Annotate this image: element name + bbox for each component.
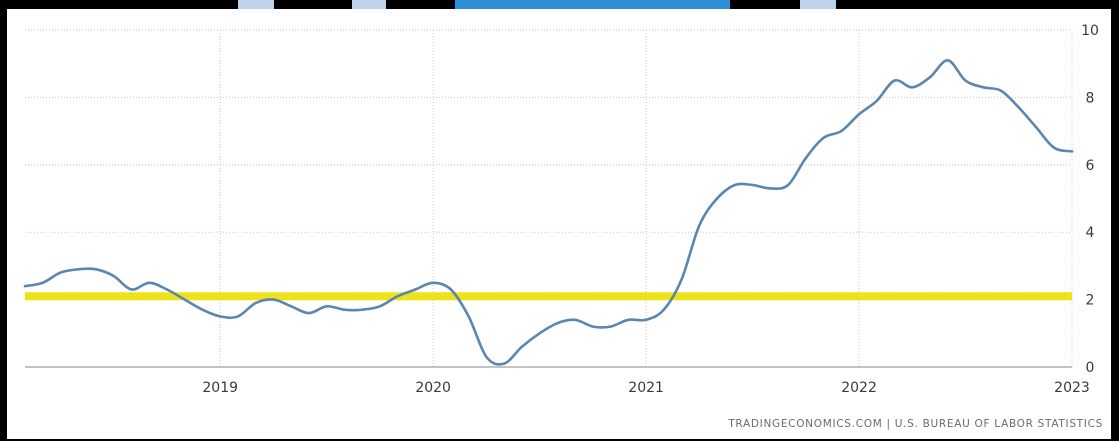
data-point <box>236 315 240 318</box>
data-point <box>23 284 27 288</box>
data-point <box>627 318 630 321</box>
data-point <box>183 298 186 301</box>
y-axis-tick-labels: 0 2 4 6 8 10 <box>1081 23 1099 376</box>
source-credit: TRADINGECONOMICS.COM | U.S. BUREAU OF LA… <box>728 418 1103 430</box>
data-point <box>1070 150 1074 153</box>
data-point <box>396 295 399 298</box>
data-point <box>715 197 719 200</box>
y-tick-label: 10 <box>1081 23 1099 39</box>
data-point <box>485 355 488 359</box>
y-tick-label: 6 <box>1086 158 1095 174</box>
data-point <box>378 305 382 308</box>
data-point <box>538 332 541 335</box>
data-point <box>698 224 701 227</box>
data-point <box>290 305 293 308</box>
data-point <box>556 322 559 325</box>
data-point <box>201 308 204 311</box>
x-tick-label: 2022 <box>841 380 877 396</box>
data-point <box>432 281 435 284</box>
data-point <box>733 183 736 187</box>
data-point <box>502 362 506 365</box>
data-point <box>449 288 453 291</box>
watermark <box>238 0 836 9</box>
data-point <box>59 271 62 274</box>
data-point <box>573 318 577 321</box>
data-point <box>857 113 861 116</box>
data-point <box>591 325 595 328</box>
data-point <box>822 136 825 139</box>
y-tick-label: 4 <box>1086 225 1095 241</box>
x-tick-label: 2020 <box>415 380 451 396</box>
data-point <box>662 308 665 311</box>
data-point <box>893 79 896 82</box>
data-point <box>307 311 311 315</box>
data-point <box>964 79 967 82</box>
data-point <box>1017 106 1020 109</box>
grid-lines <box>25 29 1073 368</box>
data-point <box>680 278 683 281</box>
data-point <box>325 305 328 308</box>
x-tick-label: 2019 <box>202 380 238 396</box>
data-point <box>467 315 470 318</box>
data-point <box>272 298 275 301</box>
data-point <box>148 281 151 284</box>
x-tick-label: 2021 <box>628 380 664 396</box>
data-point <box>343 308 346 311</box>
y-tick-label: 8 <box>1086 90 1095 106</box>
data-point <box>911 86 914 89</box>
data-point <box>751 183 754 187</box>
data-point <box>94 268 98 271</box>
data-point <box>361 308 364 311</box>
data-point <box>875 99 878 103</box>
data-point <box>1053 146 1056 150</box>
data-point <box>112 274 115 278</box>
data-point <box>77 268 80 271</box>
y-tick-label: 0 <box>1086 360 1095 376</box>
data-point <box>999 89 1003 92</box>
data-point <box>414 288 417 291</box>
data-point <box>786 183 790 187</box>
data-point <box>1035 126 1038 129</box>
series-lines <box>23 59 1074 366</box>
data-point <box>946 59 949 62</box>
data-point <box>520 345 524 348</box>
data-point <box>219 315 222 318</box>
data-point <box>928 76 932 79</box>
x-axis-tick-labels: 2019 2020 2021 2022 2023 <box>202 380 1089 396</box>
x-tick-label: 2023 <box>1054 380 1090 396</box>
data-point <box>41 281 44 284</box>
data-point <box>644 318 648 321</box>
data-point <box>982 86 985 89</box>
data-point <box>840 129 843 133</box>
y-tick-label: 2 <box>1086 293 1095 309</box>
data-point <box>254 301 257 305</box>
data-point <box>769 187 772 190</box>
data-point <box>165 288 169 291</box>
data-point <box>609 325 612 328</box>
series-line <box>23 59 1074 366</box>
data-point <box>130 288 133 291</box>
data-point <box>804 156 807 160</box>
